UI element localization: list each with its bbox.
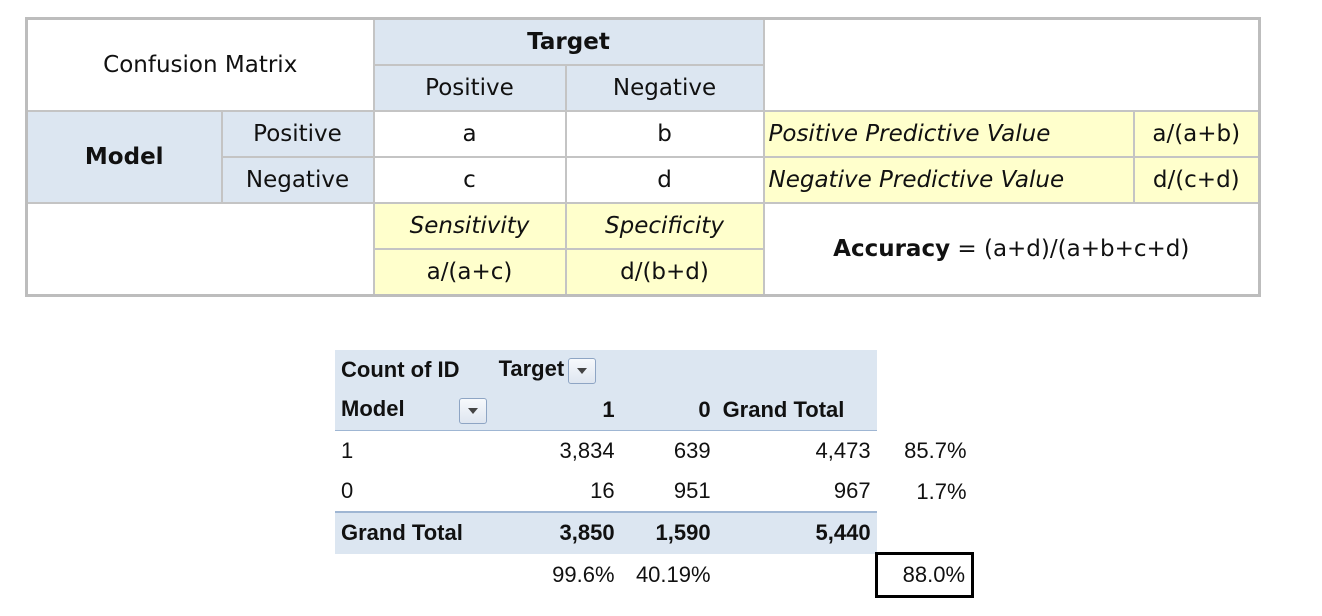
dropdown-arrow-icon[interactable] — [458, 397, 487, 424]
cell-value: 1,590 — [620, 511, 717, 554]
sensitivity-label: Sensitivity — [372, 202, 567, 250]
dropdown-arrow-icon[interactable] — [568, 357, 597, 384]
col-positive: Positive — [372, 64, 567, 112]
accuracy-cell: Accuracy = (a+d)/(a+b+c+d) — [762, 202, 1261, 297]
specificity-label: Specificity — [564, 202, 765, 250]
ppv-formula: a/(a+b) — [1132, 110, 1261, 158]
target-label: Target — [498, 356, 565, 382]
cell-value: 951 — [673, 478, 711, 503]
empty-cell — [762, 17, 1261, 112]
empty-cell — [335, 554, 493, 597]
footer-row: 99.6% 40.19% 88.0% — [335, 552, 975, 598]
cell-b: b — [564, 110, 765, 158]
cell-value: 639 — [673, 438, 711, 463]
confusion-matrix-table: Confusion Matrix Target Positive Negativ… — [25, 17, 1261, 297]
cell-a: a — [372, 110, 567, 158]
col-header-0: 0 — [620, 390, 717, 431]
sensitivity-value: 99.6% — [552, 562, 615, 587]
accuracy-formula: = (a+d)/(a+b+c+d) — [957, 236, 1190, 262]
row-negative: Negative — [220, 156, 375, 204]
row-label: 1 — [341, 438, 354, 463]
npv-label: Negative Predictive Value — [762, 156, 1135, 204]
col-header-grand-total: Grand Total — [716, 390, 877, 431]
ppv-label: Positive Predictive Value — [762, 110, 1135, 158]
model-header: Model — [25, 110, 223, 204]
pivot-table: Count of ID Target Model 1 0 Grand Total… — [335, 350, 975, 598]
empty-cell — [877, 350, 973, 390]
cell-value: 5,440 — [716, 511, 877, 554]
cell-value: 4,473 — [815, 438, 871, 463]
empty-cell — [717, 554, 877, 597]
row-label: 0 — [341, 478, 354, 503]
cell-c: c — [372, 156, 567, 204]
empty-cell — [877, 512, 973, 554]
empty-cell — [716, 350, 877, 390]
count-of-id-label: Count of ID — [335, 350, 493, 390]
cell-value: 3,834 — [559, 438, 615, 463]
row-positive: Positive — [220, 110, 375, 158]
accuracy-label: Accuracy — [833, 236, 951, 262]
matrix-title: Confusion Matrix — [25, 17, 375, 112]
sensitivity-formula: a/(a+c) — [372, 248, 567, 297]
col-negative: Negative — [564, 64, 765, 112]
specificity-formula: d/(b+d) — [564, 248, 765, 297]
empty-cell — [877, 390, 973, 431]
empty-cell — [620, 350, 717, 390]
target-filter[interactable]: Target — [492, 350, 621, 390]
cell-value: 3,850 — [492, 511, 621, 554]
cell-value: 16 — [590, 478, 615, 503]
col-header-1: 1 — [492, 390, 621, 431]
accuracy-value[interactable]: 88.0% — [875, 552, 975, 598]
empty-cell — [25, 202, 375, 297]
table-row: 1 3,834 639 4,473 85.7% — [335, 431, 973, 472]
grand-total-row: Grand Total 3,850 1,590 5,440 — [335, 511, 973, 554]
model-filter[interactable]: Model — [335, 390, 493, 431]
row-percent: 85.7% — [904, 437, 967, 463]
cell-value: 967 — [833, 478, 871, 503]
cell-d: d — [564, 156, 765, 204]
specificity-value: 40.19% — [635, 562, 711, 587]
table-row: 0 16 951 967 1.7% — [335, 471, 973, 512]
row-percent: 1.7% — [916, 478, 967, 504]
target-header: Target — [372, 17, 765, 66]
model-label: Model — [341, 396, 405, 422]
grand-total-label: Grand Total — [335, 511, 493, 554]
npv-formula: d/(c+d) — [1132, 156, 1261, 204]
